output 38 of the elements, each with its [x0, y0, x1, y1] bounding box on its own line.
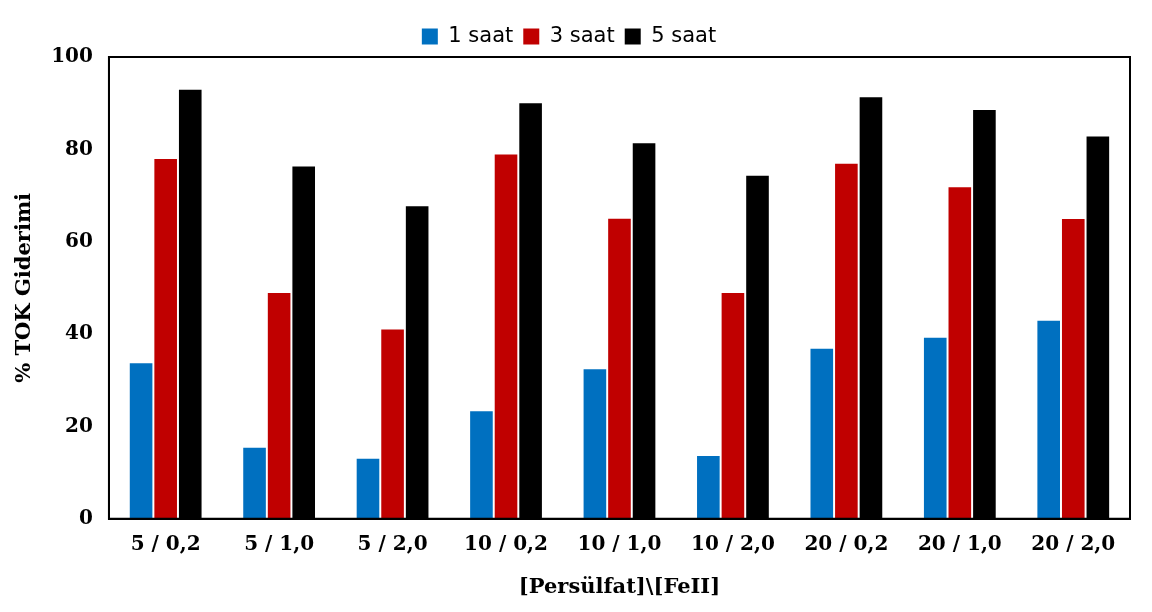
x-tick-label: 20 / 0,2 [804, 531, 889, 555]
bar [1061, 219, 1085, 519]
bar [243, 447, 266, 519]
y-tick-label: 20 [65, 412, 93, 437]
x-tick-label: 5 / 2,0 [357, 531, 428, 555]
x-axis-title: [Persülfat]\[FeII] [518, 572, 721, 598]
bar [721, 292, 745, 519]
bar [583, 369, 607, 519]
legend-label: 3 saat [549, 22, 615, 47]
bar [697, 456, 720, 519]
bar [356, 458, 380, 519]
bar [154, 159, 177, 519]
bar [1037, 320, 1060, 519]
bar [835, 163, 858, 519]
bar [267, 292, 291, 519]
bar [381, 329, 404, 519]
bar [129, 363, 153, 519]
bar [470, 411, 493, 519]
x-tick-label: 10 / 1,0 [577, 531, 662, 555]
x-tick-label: 20 / 1,0 [917, 531, 1002, 555]
legend-label: 1 saat [448, 22, 514, 47]
y-axis-title: % TOK Giderimi [10, 192, 36, 383]
y-tick-label: 80 [65, 135, 93, 160]
bar [923, 337, 947, 519]
legend-label: 5 saat [651, 22, 717, 47]
bar [494, 154, 518, 519]
bar [810, 348, 834, 519]
y-tick-label: 60 [65, 227, 93, 252]
y-tick-label: 0 [79, 505, 93, 529]
bar [948, 187, 972, 519]
x-tick-label: 10 / 0,2 [464, 531, 548, 555]
y-tick-label: 40 [65, 320, 93, 345]
y-tick-label: 100 [51, 43, 93, 68]
x-tick-label: 10 / 2,0 [690, 531, 775, 555]
x-tick-label: 20 / 2,0 [1031, 531, 1116, 555]
x-tick-label: 5 / 0,2 [130, 531, 201, 555]
x-tick-label: 5 / 1,0 [244, 531, 315, 555]
bar [608, 218, 631, 519]
